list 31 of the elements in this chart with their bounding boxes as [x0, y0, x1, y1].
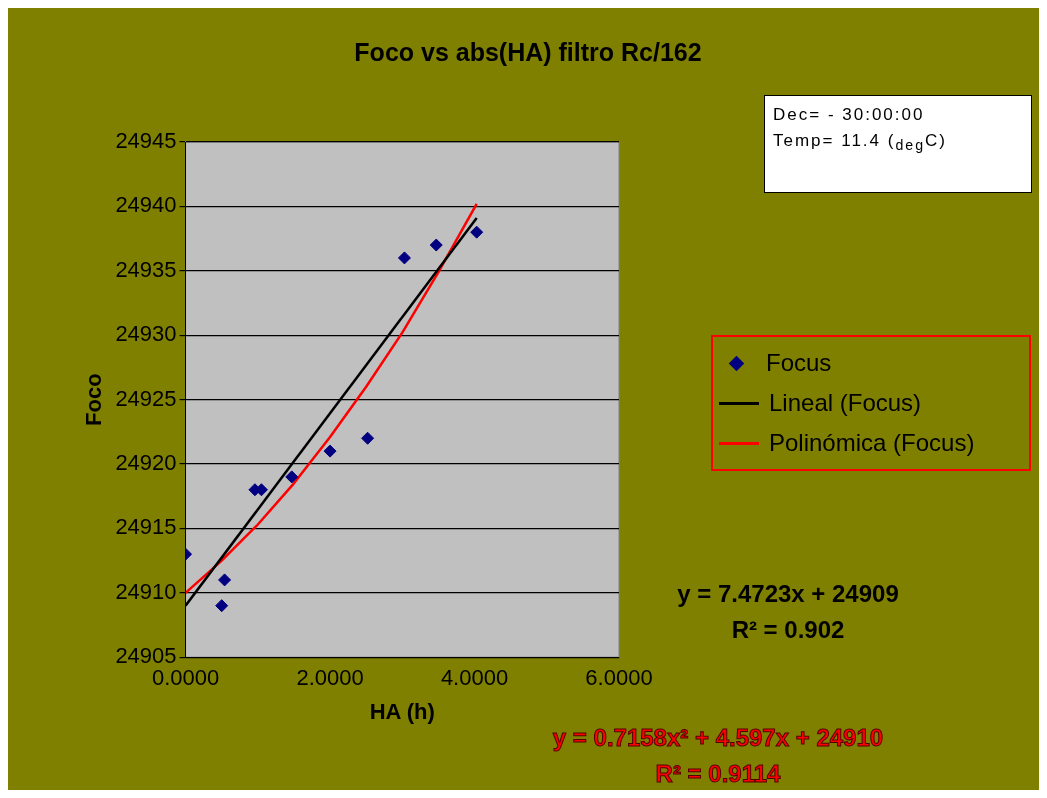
text: Temp= 11.4 ($_{deg}$C) [773, 130, 948, 156]
point [323, 444, 337, 458]
x-tick-label: 4.0000 [440, 665, 509, 691]
y-tick-label: 24925 [115, 385, 177, 411]
text: R² = 0.9114 [654, 759, 782, 789]
y-tick-label: 24910 [115, 578, 177, 604]
x-tick-label: 2.0000 [296, 665, 364, 691]
text: Dec= - 30:00:00 [773, 104, 926, 126]
chart-title: Foco vs abs(HA) filtro Rc/162 [353, 38, 703, 67]
legend-label: Lineal (Focus) [769, 389, 922, 417]
point [218, 573, 232, 587]
legend-label: Focus [766, 349, 832, 377]
x-axis-title: HA (h) [369, 698, 435, 724]
text: y = 0.7158x² + 4.597x + 24910 [551, 723, 885, 753]
y-axis-title: Foco [81, 373, 107, 426]
y-tick-label: 24945 [115, 128, 177, 154]
point [361, 431, 375, 445]
y-tick-label: 24940 [115, 192, 177, 218]
y-tick-label: 24930 [115, 321, 177, 347]
legend-label: Polinómica (Focus) [769, 429, 975, 457]
text: y = 7.4723x + 24909 [676, 579, 900, 609]
point [215, 599, 229, 613]
point [397, 251, 411, 265]
text: R² = 0.902 [730, 615, 846, 645]
x-tick-label: 6.0000 [585, 665, 653, 691]
point [285, 470, 299, 484]
y-tick-label: 24915 [115, 514, 177, 540]
point [429, 238, 443, 252]
y-tick-label: 24920 [115, 450, 177, 476]
point [470, 225, 484, 239]
y-tick-label: 24935 [115, 256, 177, 282]
